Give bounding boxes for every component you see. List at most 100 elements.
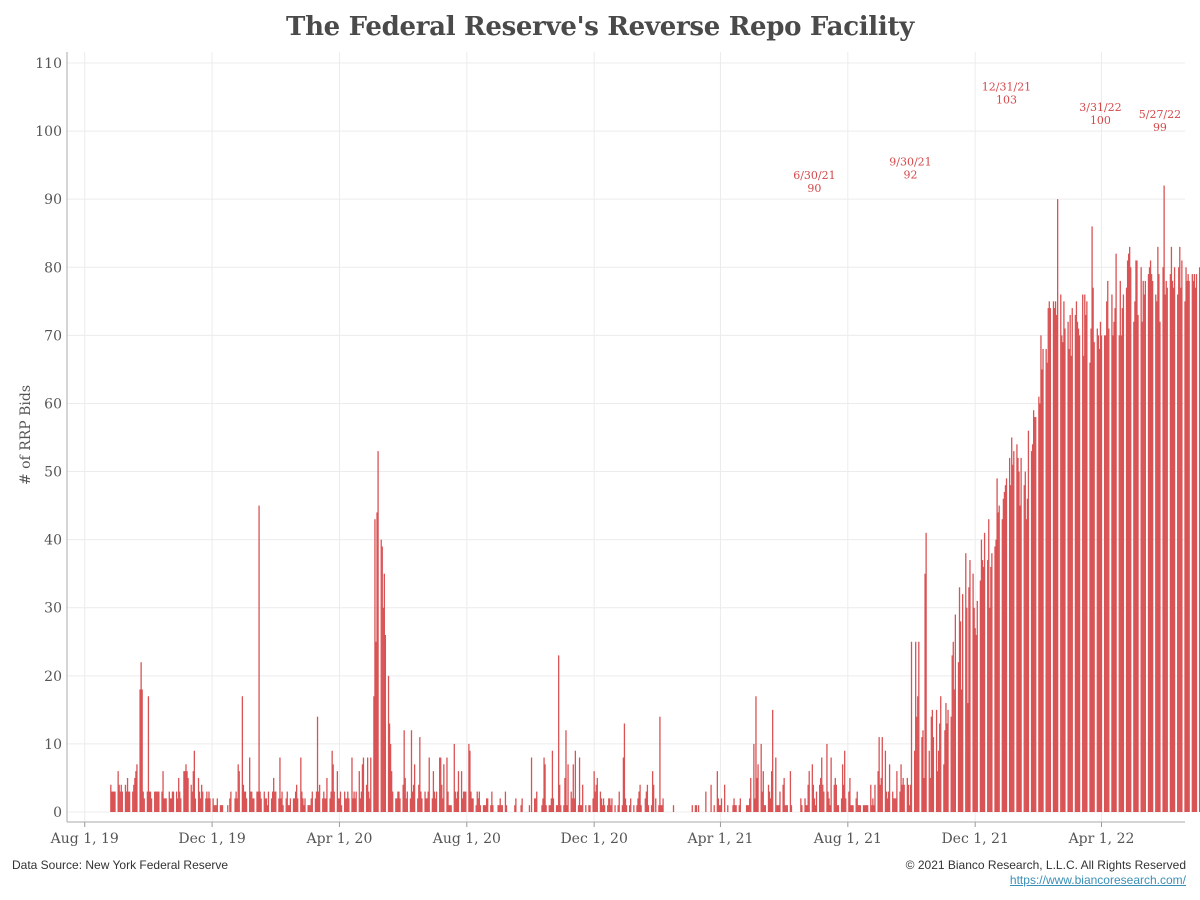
bar — [655, 798, 657, 812]
bar — [301, 791, 303, 812]
bar — [333, 791, 335, 812]
bar — [990, 566, 992, 812]
bar — [1034, 417, 1036, 812]
bar — [987, 560, 989, 812]
x-tick-label: Apr 1, 20 — [306, 831, 373, 847]
bar — [943, 764, 945, 812]
bar — [851, 805, 853, 812]
bar — [405, 798, 407, 812]
bar — [713, 805, 715, 812]
bar — [1142, 280, 1144, 812]
bar — [1100, 335, 1103, 812]
bar — [417, 798, 419, 812]
bar — [739, 798, 741, 812]
bar — [845, 798, 847, 812]
bar — [849, 777, 851, 812]
bar — [171, 791, 174, 812]
bar — [1194, 287, 1197, 812]
bar — [1137, 314, 1139, 812]
annotation-value: 90 — [807, 182, 821, 195]
bar — [815, 791, 818, 812]
website-link[interactable]: https://www.biancoresearch.com/ — [1009, 873, 1186, 887]
bar — [864, 805, 867, 812]
bar — [447, 791, 449, 812]
bar — [1149, 260, 1152, 813]
bar — [244, 791, 247, 812]
bar — [644, 798, 646, 812]
bar — [822, 784, 824, 812]
bar — [391, 771, 393, 812]
bar — [874, 784, 876, 812]
bar — [1156, 301, 1158, 812]
bar — [270, 798, 273, 812]
bar — [928, 750, 930, 812]
bar — [205, 798, 207, 812]
bar — [383, 573, 385, 812]
bar — [294, 791, 297, 812]
bar — [197, 777, 200, 812]
bar — [544, 764, 546, 812]
bar — [491, 791, 493, 812]
bar — [968, 587, 970, 812]
bar — [249, 757, 251, 812]
bar — [930, 716, 932, 812]
bar — [732, 805, 734, 812]
bar — [983, 532, 986, 812]
bar — [424, 791, 426, 812]
bar — [599, 791, 602, 812]
bar — [420, 791, 422, 812]
bar — [370, 757, 372, 812]
bar — [326, 777, 328, 812]
bar — [120, 784, 122, 812]
bar — [1162, 267, 1164, 812]
bar — [1173, 267, 1176, 812]
bar — [421, 798, 423, 812]
bar — [114, 791, 116, 812]
bar — [596, 777, 598, 812]
bar — [974, 628, 976, 812]
bar — [194, 798, 197, 812]
bar — [338, 798, 341, 812]
bar — [1011, 437, 1013, 812]
bar — [157, 791, 159, 812]
bar — [250, 791, 252, 812]
bar — [219, 805, 222, 812]
bar — [1049, 308, 1051, 812]
bar — [410, 730, 413, 812]
bar — [348, 798, 350, 812]
bar — [355, 791, 357, 812]
bar — [362, 757, 365, 812]
bar — [767, 784, 770, 812]
bar — [782, 784, 784, 812]
bar — [1030, 451, 1033, 812]
bar — [614, 805, 616, 812]
bar — [1136, 260, 1138, 813]
bar — [136, 764, 138, 812]
bar — [1181, 260, 1183, 813]
bar — [418, 784, 420, 812]
bar — [236, 798, 238, 812]
bar — [807, 784, 809, 812]
bar — [1052, 301, 1055, 812]
bar — [175, 791, 178, 812]
bar — [498, 805, 500, 812]
bar — [622, 757, 625, 812]
bar — [594, 791, 596, 812]
bar — [253, 798, 255, 812]
bar — [785, 805, 787, 812]
bar — [1001, 519, 1003, 812]
bar — [1158, 274, 1160, 813]
bar — [1188, 280, 1190, 812]
bar — [1155, 294, 1157, 812]
bar — [169, 798, 171, 812]
bar — [871, 805, 873, 812]
bar — [784, 805, 786, 812]
bar — [155, 791, 157, 812]
bar — [360, 791, 363, 812]
bar — [749, 798, 751, 812]
bar — [770, 771, 773, 812]
bar — [962, 594, 964, 812]
bar — [396, 798, 398, 812]
bar — [446, 757, 448, 812]
